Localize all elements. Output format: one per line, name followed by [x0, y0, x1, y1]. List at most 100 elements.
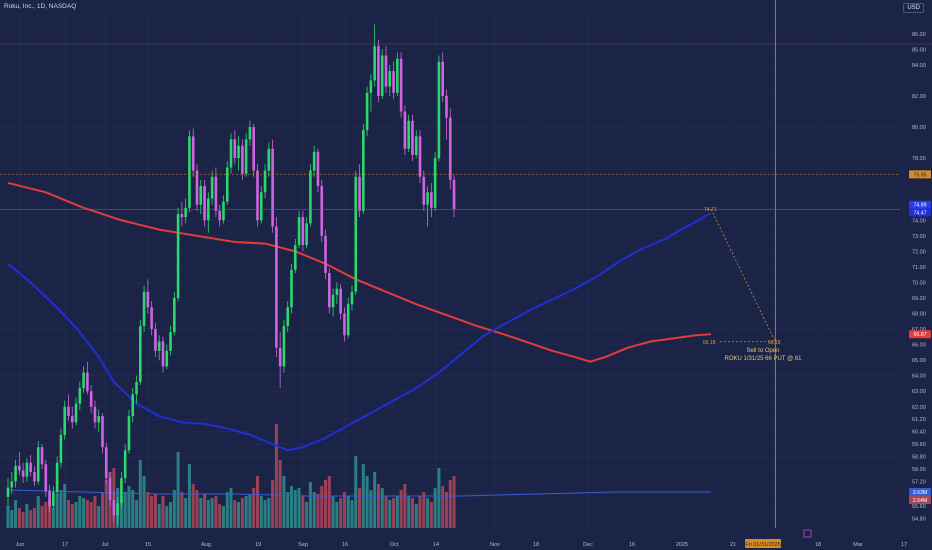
volume-bar: [153, 494, 157, 528]
candle-body: [430, 192, 433, 208]
candle-body: [142, 291, 146, 326]
volume-bar: [282, 476, 286, 528]
candle-body: [414, 136, 418, 155]
volume-bar: [40, 506, 44, 528]
volume-bar: [316, 494, 320, 528]
volume-bar: [195, 490, 199, 528]
volume-bar: [324, 480, 328, 528]
candle-body: [452, 179, 456, 210]
y-tick-label: 63.00: [912, 389, 926, 395]
candle-body: [218, 210, 221, 221]
volume-bar: [335, 502, 339, 528]
candle-body: [301, 217, 305, 246]
candle-body: [365, 92, 369, 131]
volume-bar: [297, 488, 301, 528]
candle-body: [146, 291, 150, 308]
candle-body: [188, 136, 191, 208]
x-tick-label: 18: [815, 542, 821, 548]
volume-bar: [214, 496, 218, 528]
volume-bar: [146, 492, 150, 528]
volume-bar: [157, 504, 161, 528]
y-tick-label: 73.00: [912, 234, 926, 240]
y-tick-label: 82.00: [912, 94, 926, 100]
candle-body: [36, 447, 40, 482]
candle-body: [169, 332, 172, 351]
x-axis-bg: [0, 528, 932, 550]
candle-body: [74, 403, 78, 423]
candle-body: [233, 139, 237, 159]
volume-bar: [414, 504, 418, 528]
candle-body: [14, 465, 17, 482]
y-tick-label: 78.00: [912, 156, 926, 162]
candle-body: [63, 406, 66, 435]
tag-sma-bottom: 74.47: [914, 210, 927, 216]
y-tick-label: 70.00: [912, 280, 926, 286]
candle-body: [33, 472, 36, 482]
candle-body: [399, 58, 403, 112]
candle-body: [278, 347, 282, 367]
tag-vol2-box: [909, 496, 931, 504]
volume-bar: [248, 494, 252, 528]
volume-bar: [221, 506, 225, 528]
volume-bar: [14, 500, 18, 528]
y-tick-label: 57.20: [912, 479, 926, 485]
candle-body: [222, 201, 225, 221]
volume-bar: [286, 492, 290, 528]
volume-bar: [380, 488, 384, 528]
volume-bar: [259, 496, 263, 528]
y-tick-label: 67.00: [912, 327, 926, 333]
candle-body: [384, 55, 388, 87]
volume-bar: [293, 490, 297, 528]
candle-body: [199, 186, 203, 205]
volume-bar: [123, 492, 127, 528]
candle-body: [191, 136, 195, 171]
candle-body: [282, 325, 286, 367]
currency-button[interactable]: USD: [903, 3, 924, 13]
candle-body: [346, 304, 350, 336]
volume-bar: [263, 500, 267, 528]
candle-body: [286, 307, 290, 326]
volume-bar: [444, 492, 448, 528]
candle-body: [10, 481, 14, 488]
tag-crosshair: 76.95: [914, 172, 927, 178]
x-tick-label: Dec: [583, 542, 593, 548]
volume-bar: [233, 500, 237, 528]
candle-body: [324, 235, 327, 274]
volume-bar: [252, 488, 256, 528]
tag-sma-bottom-box: [909, 208, 931, 217]
x-tick-label: 18: [533, 542, 539, 548]
volume-bar: [191, 484, 195, 528]
volume-bar: [184, 498, 188, 528]
candle-body: [21, 470, 25, 477]
y-tick-label: 55.60: [912, 504, 926, 510]
candle-body: [396, 58, 399, 93]
volume-bar: [161, 496, 165, 528]
candle-body: [244, 139, 248, 174]
volume-bar: [36, 496, 40, 528]
candle-body: [59, 434, 63, 463]
volume-bar: [203, 494, 207, 528]
volume-bar: [255, 476, 259, 528]
y-tick-label: 65.00: [912, 358, 926, 364]
volume-bar: [169, 502, 173, 528]
y-tick-label: 58.00: [912, 467, 926, 473]
x-tick-label: 19: [255, 542, 261, 548]
volume-bar: [441, 486, 445, 528]
volume-bar: [150, 496, 154, 528]
candle-body: [154, 329, 157, 351]
candle-body: [52, 492, 55, 507]
volume-bar: [290, 486, 293, 528]
volume-bar: [342, 492, 346, 528]
volume-bar: [433, 488, 437, 528]
candle-body: [373, 46, 376, 81]
volume-bar: [131, 490, 135, 528]
volume-bar: [104, 480, 108, 528]
candle-body: [316, 151, 320, 187]
y-tick-label: 60.40: [912, 430, 926, 436]
volume-bar: [407, 496, 411, 528]
candle-body: [433, 158, 437, 208]
y-tick-label: 61.20: [912, 417, 926, 423]
